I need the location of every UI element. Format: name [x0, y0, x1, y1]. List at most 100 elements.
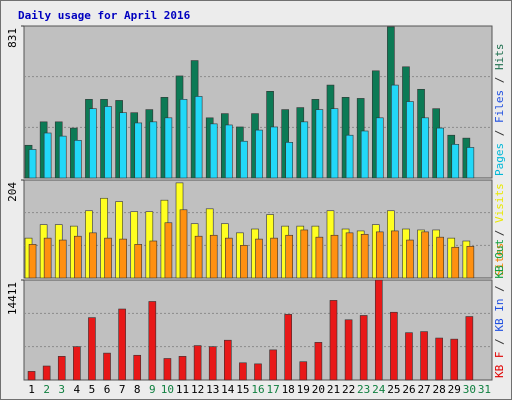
bar	[118, 308, 126, 381]
bar	[390, 311, 398, 381]
bar	[255, 238, 263, 279]
x-tick-label: 14	[221, 383, 235, 396]
bar	[240, 245, 248, 279]
bar	[465, 316, 474, 381]
bar	[149, 240, 158, 279]
bar	[133, 354, 142, 381]
bar	[57, 356, 66, 381]
y-tick-label: 831	[6, 28, 19, 48]
bar	[104, 237, 112, 279]
x-tick-label: 25	[387, 383, 400, 396]
bar	[42, 365, 51, 381]
bar	[225, 237, 233, 279]
bar	[208, 346, 217, 381]
y-tick-label: 14411	[6, 282, 19, 315]
bar	[330, 108, 339, 179]
bar	[134, 244, 143, 279]
x-tick-label: 23	[357, 383, 370, 396]
x-tick-label: 13	[206, 383, 219, 396]
bar	[269, 349, 277, 381]
bar	[148, 301, 157, 381]
bar	[420, 331, 428, 381]
bar	[28, 244, 37, 279]
x-tick-label: 10	[161, 383, 174, 396]
x-tick-label: 28	[433, 383, 446, 396]
x-tick-label: 15	[236, 383, 249, 396]
bar	[421, 117, 429, 179]
x-tick-label: 21	[327, 383, 340, 396]
bar	[224, 339, 232, 381]
bar	[451, 246, 460, 279]
bar	[375, 117, 384, 179]
x-tick-label: 18	[282, 383, 295, 396]
bar	[73, 346, 81, 381]
legend-entry: KB In	[493, 299, 506, 332]
plot-area	[23, 279, 493, 381]
x-tick-label: 19	[297, 383, 310, 396]
bar	[345, 232, 354, 279]
legend-entry: KB Out	[493, 239, 506, 279]
bar	[436, 236, 444, 279]
legend-separator: /	[493, 123, 506, 143]
bar	[300, 229, 309, 279]
legend-entry: Files	[493, 90, 506, 123]
x-tick-label: 24	[372, 383, 386, 396]
bar	[315, 109, 324, 179]
bar	[88, 317, 96, 381]
x-tick-label: 7	[119, 383, 126, 396]
bar	[163, 358, 172, 381]
bar	[405, 332, 413, 381]
x-tick-label: 6	[104, 383, 111, 396]
bar	[314, 342, 323, 381]
bar	[194, 96, 203, 179]
bar	[466, 245, 475, 279]
legend-separator: /	[493, 279, 506, 299]
bar	[58, 135, 67, 179]
bar	[360, 233, 369, 279]
bar	[329, 300, 338, 381]
bar	[285, 142, 293, 179]
bar	[330, 234, 339, 279]
bar	[164, 222, 173, 279]
bar	[359, 315, 368, 381]
bar	[225, 124, 233, 179]
bar	[103, 352, 111, 381]
x-tick-label: 30	[463, 383, 476, 396]
bar	[391, 84, 399, 179]
bar	[179, 209, 188, 279]
bar	[299, 361, 308, 381]
bar	[74, 235, 82, 279]
legend-separator: /	[493, 223, 506, 243]
bar	[391, 230, 399, 279]
bar	[58, 239, 67, 279]
chart-title: Daily usage for April 2016	[18, 9, 191, 22]
bar	[27, 371, 36, 381]
legend-entry: Pages	[493, 143, 506, 176]
bar	[193, 345, 202, 381]
x-tick-label: 3	[58, 383, 65, 396]
legend: Sites / Visits	[493, 183, 506, 276]
legend-entry: Visits	[493, 183, 506, 223]
bar	[239, 362, 247, 381]
bar	[149, 121, 158, 179]
legend-separator: /	[493, 70, 506, 90]
legend: KB F / KB In / KB Out	[493, 239, 506, 378]
bar	[255, 129, 263, 179]
bar	[43, 237, 52, 279]
bar	[74, 140, 82, 179]
bar	[315, 236, 324, 279]
bar	[134, 122, 143, 179]
bar	[451, 144, 460, 179]
x-tick-label: 9	[149, 383, 156, 396]
x-tick-label: 22	[342, 383, 355, 396]
x-tick-label: 2	[43, 383, 50, 396]
x-tick-label: 4	[74, 383, 81, 396]
bar	[421, 231, 429, 279]
bar	[178, 356, 187, 381]
bar	[43, 132, 52, 179]
legend-entry: Sites	[493, 243, 506, 276]
x-tick-label: 1	[28, 383, 35, 396]
bar	[466, 147, 475, 179]
